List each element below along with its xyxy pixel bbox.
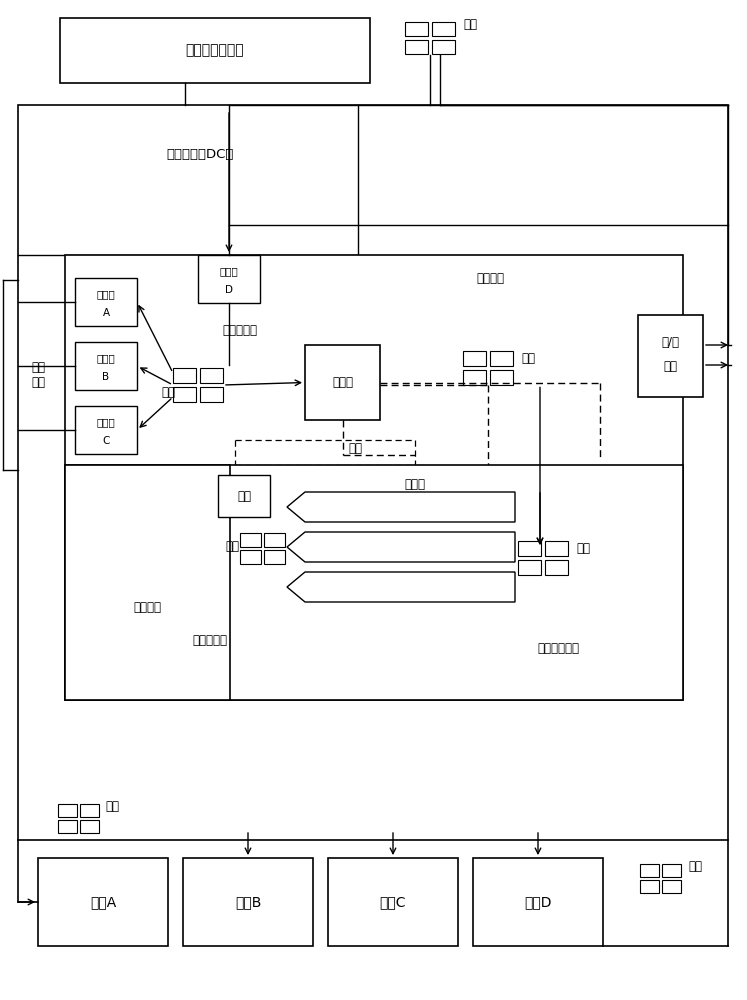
- Text: 配送车辆（DC）: 配送车辆（DC）: [167, 148, 234, 161]
- Bar: [75, 278, 137, 326]
- Bar: [545, 541, 568, 556]
- Bar: [75, 342, 137, 390]
- Bar: [463, 370, 486, 385]
- Bar: [662, 863, 681, 876]
- Bar: [463, 351, 486, 366]
- Bar: [490, 351, 513, 366]
- Text: 出仓门: 出仓门: [220, 266, 238, 276]
- Text: 成品库区域: 成品库区域: [193, 634, 228, 647]
- Bar: [240, 532, 261, 546]
- Bar: [218, 475, 270, 517]
- Text: 食品周转箱工厂: 食品周转箱工厂: [186, 43, 244, 57]
- Bar: [432, 22, 455, 36]
- Text: 空箱: 空箱: [105, 800, 119, 814]
- Bar: [18, 105, 728, 840]
- Bar: [75, 406, 137, 454]
- Text: 出仓门: 出仓门: [96, 353, 115, 363]
- Text: 满箱: 满箱: [161, 385, 175, 398]
- Bar: [183, 858, 313, 946]
- Bar: [432, 40, 455, 54]
- Text: C: C: [102, 436, 110, 446]
- Text: 门店D: 门店D: [524, 895, 552, 909]
- Bar: [662, 880, 681, 892]
- Bar: [518, 541, 541, 556]
- Text: D: D: [225, 285, 233, 295]
- Text: 空箱: 空箱: [688, 859, 702, 872]
- Text: 门店A: 门店A: [90, 895, 116, 909]
- Bar: [545, 560, 568, 575]
- Bar: [200, 387, 223, 402]
- Bar: [65, 465, 230, 700]
- Bar: [240, 550, 261, 564]
- Bar: [58, 820, 76, 832]
- Text: 产品生产区域: 产品生产区域: [537, 642, 579, 654]
- Text: 入/回: 入/回: [662, 336, 680, 350]
- Text: B: B: [102, 372, 110, 382]
- Text: 待出仓区域: 待出仓区域: [223, 324, 258, 336]
- Text: 出仓门: 出仓门: [96, 417, 115, 427]
- Text: 门店C: 门店C: [379, 895, 406, 909]
- Text: 通道: 通道: [237, 489, 251, 502]
- Bar: [328, 858, 458, 946]
- Bar: [200, 368, 223, 383]
- Bar: [173, 387, 196, 402]
- Bar: [79, 820, 99, 832]
- Bar: [173, 368, 196, 383]
- Bar: [405, 40, 428, 54]
- Text: 空箱: 空箱: [463, 18, 477, 31]
- Text: 卫生区域: 卫生区域: [476, 271, 504, 284]
- Bar: [490, 370, 513, 385]
- Bar: [38, 858, 168, 946]
- Bar: [305, 345, 380, 420]
- Text: 办公区域: 办公区域: [134, 601, 161, 614]
- Text: 栏门: 栏门: [663, 360, 678, 373]
- Text: 门店B: 门店B: [235, 895, 261, 909]
- Text: 满箱: 满箱: [225, 540, 239, 554]
- Bar: [638, 315, 703, 397]
- Bar: [79, 804, 99, 816]
- Text: 交接门: 交接门: [332, 376, 353, 389]
- Text: 流水线: 流水线: [404, 479, 426, 491]
- Bar: [639, 863, 659, 876]
- Text: 出仓门: 出仓门: [96, 289, 115, 299]
- Bar: [60, 18, 370, 83]
- Bar: [65, 255, 683, 700]
- Text: A: A: [102, 308, 110, 318]
- Bar: [198, 255, 260, 303]
- Bar: [639, 880, 659, 892]
- Text: 配送
车辆: 配送 车辆: [31, 361, 45, 389]
- Bar: [473, 858, 603, 946]
- Bar: [65, 465, 683, 700]
- Bar: [405, 22, 428, 36]
- Text: 通道: 通道: [348, 442, 362, 454]
- Bar: [264, 532, 285, 546]
- Bar: [518, 560, 541, 575]
- Text: 空箱: 空箱: [576, 542, 590, 554]
- Bar: [58, 804, 76, 816]
- Text: 空箱: 空箱: [521, 352, 535, 364]
- Bar: [264, 550, 285, 564]
